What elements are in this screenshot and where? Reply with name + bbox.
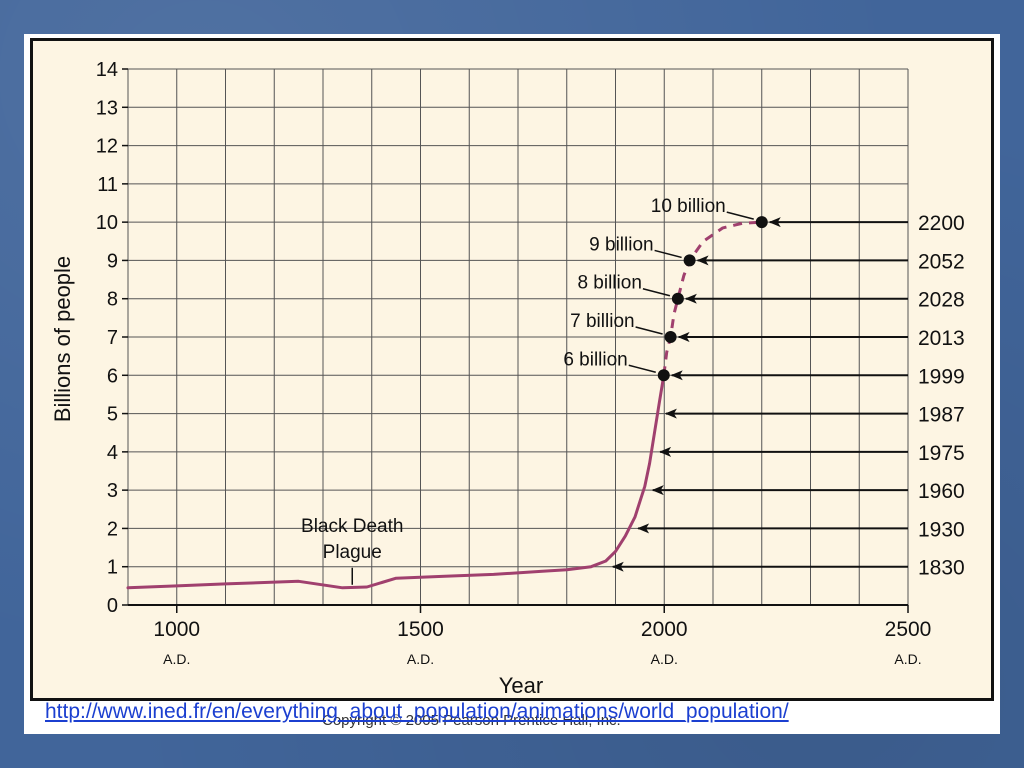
annotation-line2: Plague <box>323 542 382 563</box>
milestone-leader <box>654 249 682 259</box>
y-tick-label: 11 <box>97 174 118 196</box>
y-tick-label: 7 <box>107 327 118 349</box>
milestone-dot <box>755 216 768 229</box>
year-label: 2200 <box>918 212 965 235</box>
y-tick-label: 10 <box>96 212 118 234</box>
year-label: 1999 <box>918 365 965 388</box>
x-axis-title: Year <box>499 673 543 698</box>
year-label: 1960 <box>918 480 965 503</box>
milestone-label: 7 billion <box>570 311 634 332</box>
milestone-leader <box>628 364 656 374</box>
milestone-label: 9 billion <box>589 234 653 255</box>
milestone-dot <box>671 292 684 305</box>
milestones: 6 billion 7 billion 8 billion 9 billion 10 b… <box>563 196 768 382</box>
year-arrows: 1830 1930 1960 1975 1987 1999 2013 2028 2052 2200 <box>611 212 965 580</box>
y-tick-label: 13 <box>96 97 118 119</box>
x-tick-label: 2500 <box>885 618 932 641</box>
y-tick-label: 3 <box>107 480 118 502</box>
year-label: 2028 <box>918 289 965 312</box>
y-tick-label: 5 <box>107 404 118 426</box>
series-layer <box>126 220 762 590</box>
chart-panel: 0 1 2 3 4 5 6 7 8 9 10 11 12 13 14 1000 A.D. 1500 A.D. 200… <box>30 38 994 701</box>
milestone-leader <box>726 211 754 220</box>
y-tick-label: 4 <box>107 442 118 464</box>
year-label: 1975 <box>918 442 965 465</box>
year-label: 1830 <box>918 557 965 580</box>
x-tick-era: A.D. <box>407 651 434 667</box>
year-label: 2052 <box>918 250 965 273</box>
year-label: 1987 <box>918 404 965 427</box>
x-ticks: 1000 A.D. 1500 A.D. 2000 A.D. 2500 A.D. <box>153 605 931 667</box>
copyright-text: Copyright © 2005 Pearson Prentice Hall, … <box>322 712 621 729</box>
milestone-leader <box>635 326 663 335</box>
y-axis-title: Billions of people <box>50 256 75 422</box>
x-tick-era: A.D. <box>163 651 190 667</box>
y-tick-label: 12 <box>96 136 118 158</box>
milestone-label: 8 billion <box>577 273 641 294</box>
y-tick-label: 0 <box>107 595 118 617</box>
year-label: 2013 <box>918 327 965 350</box>
x-tick-label: 2000 <box>641 618 688 641</box>
milestone-leader <box>642 287 671 297</box>
y-tick-label: 14 <box>96 59 118 81</box>
milestone-dot <box>657 369 670 382</box>
milestone-label: 10 billion <box>651 196 726 217</box>
year-label: 1930 <box>918 518 965 541</box>
milestone-dot <box>683 254 696 267</box>
annotation-line1: Black Death <box>301 516 403 537</box>
milestone-dot <box>664 331 677 343</box>
y-tick-label: 8 <box>107 289 118 311</box>
x-tick-label: 1000 <box>153 618 200 641</box>
annotations: Black Death Plague <box>301 516 403 585</box>
source-link[interactable]: http://www.ined.fr/en/everything_about_p… <box>45 700 789 723</box>
x-tick-era: A.D. <box>894 651 921 667</box>
x-tick-label: 1500 <box>397 618 444 641</box>
y-tick-label: 2 <box>107 518 118 540</box>
historical-population-line <box>126 373 666 590</box>
milestone-label: 6 billion <box>563 349 627 370</box>
y-tick-label: 1 <box>107 557 118 579</box>
y-tick-label: 9 <box>107 250 118 272</box>
x-tick-era: A.D. <box>651 651 678 667</box>
y-tick-label: 6 <box>107 365 118 387</box>
